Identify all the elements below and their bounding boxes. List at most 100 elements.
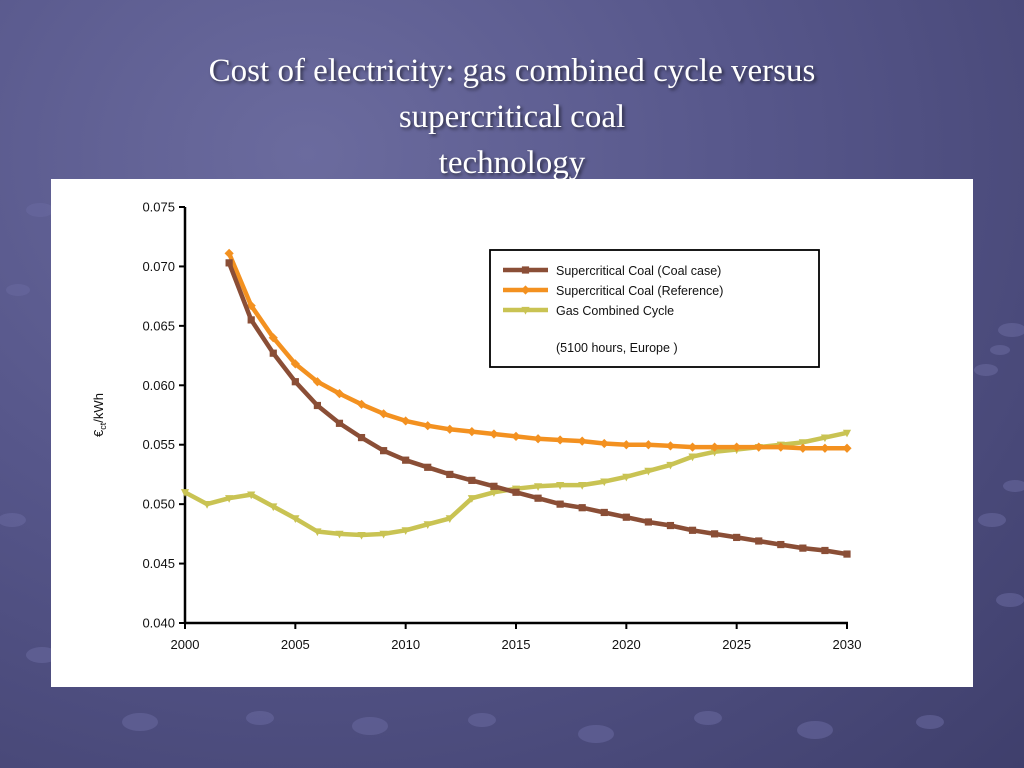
data-point-coal-case (578, 504, 586, 512)
y-tick-label: 0.055 (142, 437, 175, 452)
title-line-2: supercritical coal (398, 99, 626, 135)
data-point-coal-reference (643, 440, 653, 450)
data-point-coal-reference (732, 442, 742, 452)
data-point-coal-case (490, 482, 498, 490)
data-point-coal-reference (356, 399, 367, 409)
data-point-gas (401, 527, 410, 535)
data-point-coal-reference (621, 440, 631, 450)
data-point-coal-reference (334, 389, 345, 399)
data-point-gas (423, 521, 432, 529)
legend-samples (503, 266, 548, 315)
data-point-gas (710, 448, 719, 457)
data-point-coal-reference (533, 434, 543, 444)
data-point-coal-case (357, 433, 366, 442)
data-point-coal-reference (798, 443, 808, 453)
x-tick-label: 2005 (281, 637, 310, 652)
data-point-coal-case (666, 521, 675, 530)
title-line-3: technology (438, 145, 586, 181)
x-axis-ticks: 2000 2005 2010 2015 2020 2025 2030 (171, 623, 862, 652)
data-point-coal-case (688, 526, 697, 534)
legend-label-gas: Gas Combined Cycle (556, 304, 674, 318)
data-point-gas (489, 489, 499, 497)
data-point-coal-case (843, 550, 851, 558)
data-point-coal-case (380, 447, 388, 455)
data-point-gas (379, 530, 388, 539)
y-tick-label: 0.070 (142, 259, 175, 274)
data-point-coal-reference (555, 435, 565, 445)
data-point-coal-case (733, 533, 741, 542)
data-point-gas (180, 489, 190, 497)
data-point-gas (357, 531, 366, 540)
data-point-coal-reference (820, 443, 830, 453)
data-point-coal-case (424, 463, 432, 471)
data-point-coal-reference (445, 424, 455, 434)
data-point-gas (600, 478, 609, 487)
data-point-gas (644, 467, 653, 476)
data-point-coal-reference (665, 441, 676, 451)
data-point-coal-reference (467, 427, 477, 437)
data-point-coal-reference (599, 438, 609, 449)
data-point-coal-case (821, 546, 829, 555)
legend-note: (5100 hours, Europe ) (556, 341, 678, 355)
legend: Supercritical Coal (Coal case) Supercrit… (489, 249, 820, 368)
data-point-coal-case (799, 544, 807, 552)
data-point-coal-reference (842, 443, 852, 453)
data-point-coal-case (402, 456, 410, 464)
y-tick-label: 0.045 (142, 556, 175, 571)
y-axis-ticks: 0.040 0.045 0.050 0.055 0.060 0.065 0.070 0.075 (142, 200, 185, 631)
y-tick-label: 0.065 (142, 318, 175, 333)
x-tick-label: 2010 (391, 637, 420, 652)
data-point-coal-case (711, 530, 719, 538)
data-point-coal-case (446, 470, 454, 479)
slide-title: Cost of electricity: gas combined cycle … (100, 48, 924, 186)
data-point-gas (269, 503, 278, 512)
data-point-gas (247, 491, 256, 500)
data-point-coal-case (534, 494, 542, 502)
data-point-coal-case (247, 316, 255, 324)
chart-panel: 0.040 0.045 0.050 0.055 0.060 0.065 0.070 0.075… (51, 179, 973, 687)
y-tick-label: 0.040 (142, 616, 175, 631)
data-point-coal-reference (710, 442, 720, 452)
data-point-coal-reference (379, 409, 389, 419)
data-point-gas (666, 461, 675, 470)
x-tick-label: 2025 (722, 637, 751, 652)
series-coal-case (225, 259, 851, 558)
data-point-gas (798, 439, 807, 447)
data-point-gas (533, 483, 543, 491)
data-point-gas (335, 530, 344, 539)
x-tick-label: 2000 (171, 637, 200, 652)
data-point-coal-reference (511, 431, 521, 441)
data-point-coal-reference (754, 442, 764, 452)
cost-chart: 0.040 0.045 0.050 0.055 0.060 0.065 0.070 0.075… (91, 200, 862, 653)
y-tick-label: 0.060 (142, 378, 175, 393)
data-point-gas (445, 515, 454, 524)
data-point-coal-case (600, 508, 608, 517)
data-point-gas (556, 482, 565, 490)
data-point-gas (225, 495, 234, 503)
legend-marker-coal-case (521, 266, 530, 274)
data-point-gas (313, 528, 322, 537)
data-point-gas (578, 482, 587, 490)
data-point-coal-reference (577, 436, 587, 446)
data-point-gas (202, 501, 212, 509)
data-point-coal-case (644, 518, 652, 526)
data-point-coal-case (225, 259, 233, 267)
x-tick-label: 2030 (833, 637, 862, 652)
legend-label-coal-reference: Supercritical Coal (Reference) (556, 284, 723, 298)
data-point-gas (820, 434, 830, 443)
series-layer (180, 248, 852, 558)
data-point-coal-case (755, 537, 763, 545)
data-point-coal-reference (268, 333, 278, 343)
data-point-coal-reference (489, 429, 499, 439)
data-point-coal-case (313, 401, 321, 410)
data-point-coal-reference (312, 377, 322, 387)
data-point-coal-case (512, 488, 520, 496)
x-tick-label: 2020 (612, 637, 641, 652)
data-point-coal-reference (687, 442, 698, 452)
y-axis-label: €ct/kWh (91, 393, 108, 437)
title-line-1: Cost of electricity: gas combined cycle … (208, 53, 816, 89)
y-tick-label: 0.075 (142, 200, 175, 215)
data-point-coal-case (777, 540, 785, 549)
data-point-coal-reference (224, 248, 234, 258)
